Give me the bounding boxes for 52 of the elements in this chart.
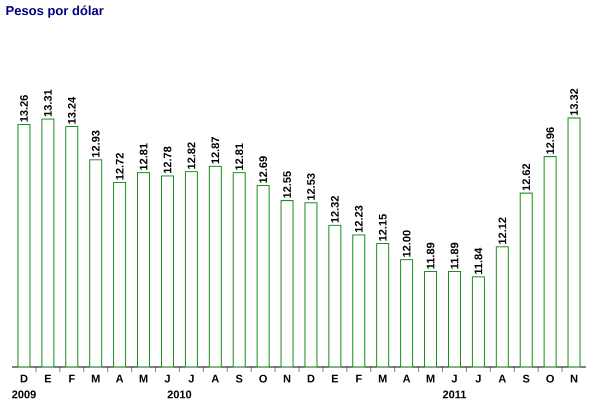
text: 2009 (12, 390, 36, 398)
x-tick-label: E (332, 374, 338, 382)
text: 2010 (168, 390, 192, 398)
x-tick-label: N (284, 374, 290, 382)
x-tick-label: A (212, 374, 219, 382)
data-label: 12.78 (164, 146, 172, 174)
data-label: 12.12 (498, 218, 506, 244)
data-label: 12.15 (378, 214, 387, 241)
data-label: 12.72 (116, 153, 124, 180)
x-tick-label: F (356, 374, 362, 382)
x-tick-label: A (498, 374, 506, 382)
x-tick-label: S (522, 374, 530, 383)
x-tick-label: N (570, 374, 578, 382)
data-label: 12.81 (140, 143, 148, 170)
data-label: 12.93 (92, 130, 100, 157)
data-label: 12.96 (546, 127, 554, 154)
data-label: 13.26 (20, 95, 28, 122)
data-label: 12.00 (402, 230, 411, 257)
data-label: 12.81 (235, 143, 244, 170)
x-tick-label: D (20, 374, 28, 382)
data-label: 12.69 (259, 156, 268, 183)
x-tick-label: D (308, 374, 314, 382)
text: 2011 (442, 390, 466, 398)
x-tick-label: F (69, 374, 75, 382)
data-label: 11.89 (450, 242, 458, 269)
x-tick-label: A (402, 374, 410, 382)
x-tick-label: S (236, 374, 242, 383)
x-tick-label: J (188, 374, 194, 382)
data-label: 12.32 (330, 196, 339, 222)
data-label: 12.87 (211, 137, 220, 164)
data-label: 11.89 (426, 242, 434, 269)
x-tick-label: M (140, 374, 148, 382)
data-label: 13.32 (570, 88, 578, 116)
x-tick-label: M (378, 374, 387, 382)
data-label: 12.55 (283, 171, 291, 198)
data-label: 12.62 (522, 164, 530, 190)
data-label: 13.24 (68, 96, 76, 124)
x-tick-label: E (44, 374, 52, 382)
x-tick-label: M (426, 374, 434, 382)
data-label: 12.23 (354, 206, 363, 232)
x-tick-label: O (546, 374, 554, 383)
x-tick-label: J (475, 374, 481, 382)
x-tick-label: J (452, 374, 457, 382)
x-tick-label: M (92, 374, 100, 382)
chart-title: Pesos por dólar (6, 6, 104, 18)
data-label: 12.53 (307, 173, 315, 200)
data-label: 12.82 (187, 142, 196, 169)
x-tick-label: O (259, 374, 267, 383)
data-label: 11.84 (474, 248, 482, 274)
x-tick-label: A (116, 374, 124, 382)
x-tick-label: J (164, 374, 170, 382)
data-label: 13.31 (44, 90, 52, 116)
